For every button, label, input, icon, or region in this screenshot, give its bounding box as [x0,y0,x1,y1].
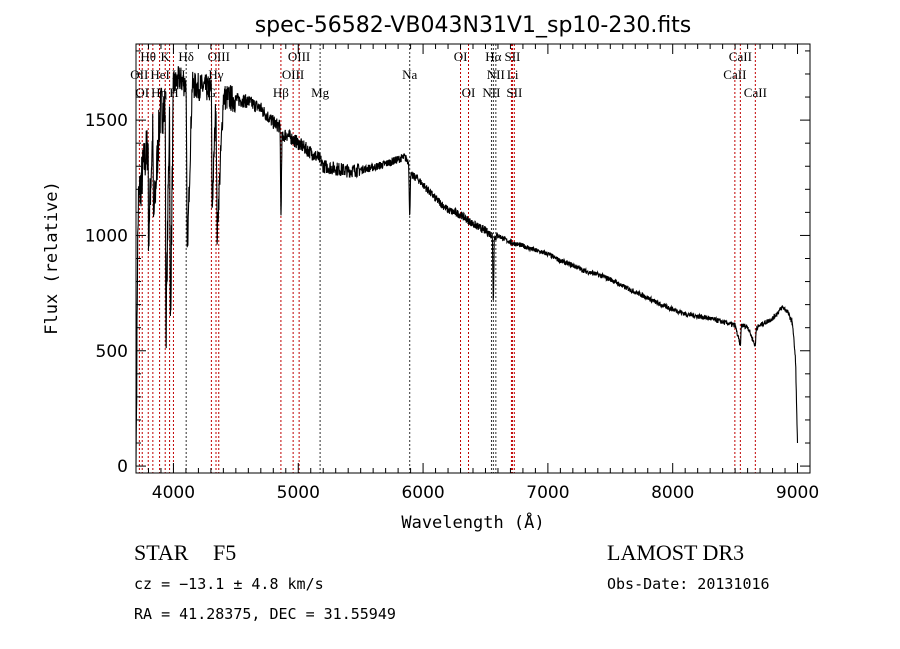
plot-frame [135,43,811,474]
line-label: NII [487,67,505,82]
coordinates-text: RA = 41.28375, DEC = 31.55949 [134,605,396,623]
y-tick-label: 0 [117,457,128,477]
line-label: HI [172,67,186,82]
axis-ticks: 4000 5000 6000 7000 8000 9000 0 500 1000 1500 [85,44,819,503]
line-label: Hγ [208,67,223,82]
object-subclass: F5 [213,540,236,565]
line-label: CaII [723,67,746,82]
line-label: OI [462,85,476,100]
x-tick-label: 7000 [526,483,569,503]
redshift-text: cz = −13.1 ± 4.8 km/s [134,575,324,593]
x-tick-label: 4000 [152,483,195,503]
line-label: OIII [282,67,304,82]
line-label: Hθ [140,49,156,64]
line-label: SII [506,85,522,100]
line-label: SII [505,49,521,64]
line-label: Na [402,67,417,82]
line-label: Hη [151,85,167,100]
y-axis-label: Flux (relative) [42,181,62,335]
line-labels: Hθ K Hδ OIII OIII OI Hα SII CaII OII HeI HI Hγ OIII Na… [130,49,767,100]
obs-date: Obs-Date: 20131016 [607,575,770,593]
line-label: H [169,85,178,100]
object-class: STAR [134,540,189,565]
line-label: CaII [744,85,767,100]
x-tick-label: 8000 [651,483,694,503]
y-tick-label: 1500 [85,111,128,131]
x-tick-label: 9000 [776,483,819,503]
line-label: OI [454,49,468,64]
line-label: Hβ [273,85,289,100]
x-tick-label: 6000 [401,483,444,503]
line-label: OIII [208,49,230,64]
line-label: CaII [729,49,752,64]
line-markers [138,44,756,473]
line-label: OIII [288,49,310,64]
line-label: K [161,49,171,64]
line-label: Hα [485,49,501,64]
line-label: Mg [311,85,330,100]
chart-title: spec-56582-VB043N31V1_sp10-230.fits [255,13,692,38]
spectrum-line [135,66,799,467]
line-label: NII [482,85,500,100]
survey-label: LAMOST DR3 [607,540,744,565]
x-tick-label: 5000 [277,483,320,503]
y-tick-label: 500 [96,342,128,362]
x-axis-label: Wavelength (Å) [401,511,544,533]
line-label: OII [130,67,148,82]
line-label: OI [135,85,149,100]
line-label: Li [507,67,519,82]
line-label: HeI [150,67,170,82]
line-label: Hδ [178,49,194,64]
line-label: G [207,85,216,100]
y-tick-label: 1000 [85,226,128,246]
